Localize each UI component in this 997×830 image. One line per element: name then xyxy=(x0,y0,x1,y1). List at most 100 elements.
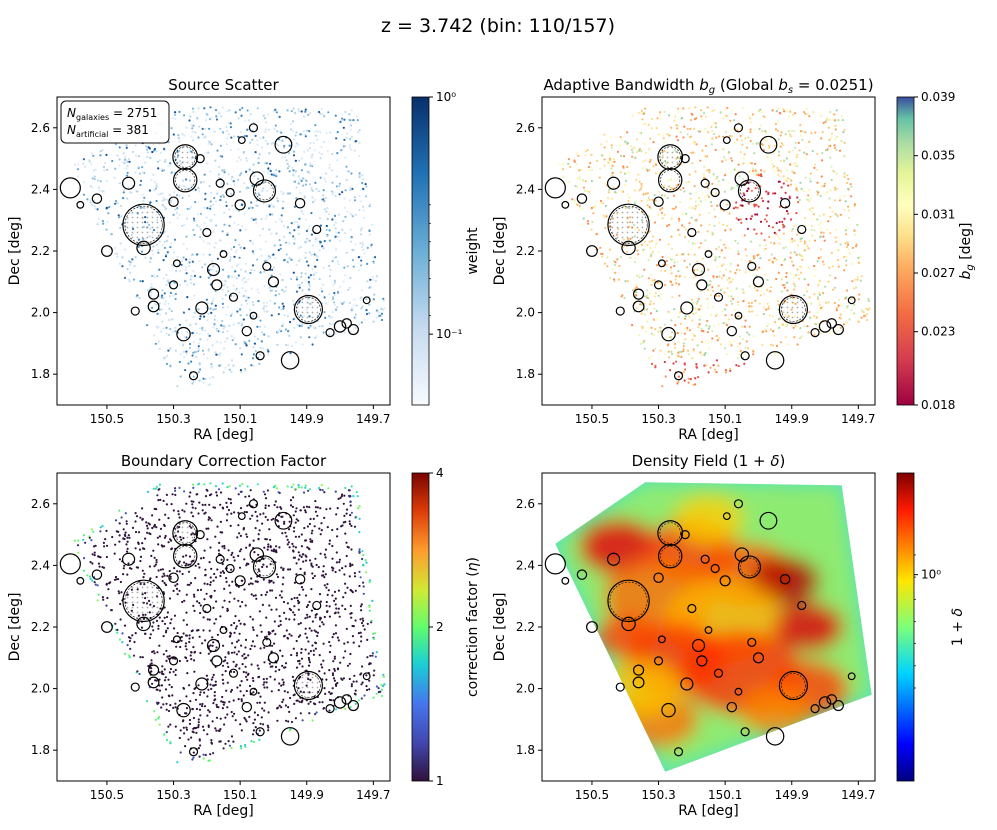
colorbar-label: correction factor (η) xyxy=(465,557,481,697)
mask-circle xyxy=(206,262,221,277)
colorbar-tick-label: 0.027 xyxy=(921,266,955,280)
mask-circle xyxy=(248,499,259,509)
mask-circle xyxy=(734,547,750,562)
mask-circle xyxy=(615,306,625,316)
mask-circle xyxy=(719,199,731,211)
colorbar-label: 1 + δ xyxy=(950,608,966,646)
mask-circle xyxy=(172,144,199,170)
mask-circle xyxy=(215,178,225,188)
mask-circle xyxy=(228,292,239,302)
mask-circle xyxy=(341,694,352,705)
mask-circle xyxy=(215,554,225,564)
x-axis-label: RA [deg] xyxy=(193,803,254,819)
mask-circle xyxy=(586,621,598,633)
mask-circle xyxy=(280,727,300,746)
mask-circle xyxy=(765,351,785,370)
mask-circle xyxy=(653,280,664,290)
mask-circle xyxy=(59,177,81,199)
plot-area xyxy=(59,106,386,388)
mask-circle xyxy=(687,227,697,238)
colorbar-tick-label: 4 xyxy=(436,466,444,480)
mask-circle xyxy=(267,276,280,288)
mask-circle xyxy=(778,670,809,701)
mask-circle xyxy=(255,727,265,737)
colorbar-label: weight xyxy=(465,227,481,275)
mask-circle xyxy=(632,300,645,313)
y-tick-label: 2.2 xyxy=(516,620,535,634)
mask-circle xyxy=(147,664,160,676)
mask-circle xyxy=(211,279,223,291)
mask-circle xyxy=(700,554,710,564)
x-tick-label: 150.1 xyxy=(223,788,257,802)
x-tick-label: 150.3 xyxy=(641,788,675,802)
mask-circle xyxy=(737,555,762,579)
scatter-points xyxy=(73,106,386,388)
mask-circle xyxy=(700,178,710,188)
mask-circle xyxy=(576,193,588,204)
mask-circles xyxy=(59,123,371,381)
mask-circle xyxy=(810,328,820,338)
mask-circle xyxy=(544,553,566,575)
mask-circle xyxy=(765,727,785,746)
mask-circle xyxy=(818,696,832,709)
mask-circle xyxy=(607,203,650,247)
mask-circle xyxy=(241,701,253,713)
colorbar: 10⁰ 1 + δ xyxy=(896,472,966,782)
mask-circle xyxy=(176,326,191,342)
y-tick-label: 1.8 xyxy=(31,743,50,757)
y-tick-label: 2.6 xyxy=(516,497,535,511)
mask-circle xyxy=(740,727,750,737)
colorbar-gradient xyxy=(896,472,915,782)
colorbar-gradient xyxy=(411,472,430,782)
colorbar-tick-label: 2 xyxy=(436,620,444,634)
y-axis-label: Dec [deg] xyxy=(7,217,23,286)
y-tick-label: 2.0 xyxy=(516,682,535,696)
mask-circle xyxy=(195,677,209,691)
mask-circle xyxy=(653,196,664,207)
panel-title: Adaptive Bandwidth bg (Global bs = 0.025… xyxy=(543,76,873,96)
mask-circle xyxy=(172,259,181,268)
mask-circle xyxy=(752,276,765,288)
mask-circle xyxy=(280,351,300,370)
x-tick-label: 149.7 xyxy=(356,412,390,426)
mask-circle xyxy=(734,171,750,186)
mask-circle xyxy=(561,576,570,585)
mask-circle xyxy=(195,301,209,315)
mask-circle xyxy=(237,512,246,521)
mask-circle xyxy=(312,600,322,611)
mask-circle xyxy=(225,563,235,574)
colorbar: 4 2 1 correction factor (η) xyxy=(411,466,481,788)
mask-circle xyxy=(122,203,165,247)
y-tick-label: 2.0 xyxy=(516,306,535,320)
x-tick-label: 150.1 xyxy=(223,412,257,426)
mask-circle xyxy=(713,292,724,302)
x-axis-label: RA [deg] xyxy=(193,427,254,443)
mask-circle xyxy=(759,511,778,530)
panel-title: Boundary Correction Factor xyxy=(121,452,327,470)
scatter-points xyxy=(558,106,871,388)
mask-circles xyxy=(544,123,856,381)
density-field xyxy=(555,482,872,772)
colorbar: 10⁰ 10⁻¹ weight xyxy=(411,90,481,406)
mask-circle xyxy=(621,240,636,256)
mask-circle xyxy=(255,351,265,361)
mask-circle xyxy=(333,696,347,709)
mask-circle xyxy=(202,227,212,238)
mask-circle xyxy=(673,747,684,757)
mask-circle xyxy=(719,575,731,587)
y-tick-label: 2.6 xyxy=(516,121,535,135)
mask-circle xyxy=(778,294,809,325)
y-tick-label: 1.8 xyxy=(516,367,535,381)
legend-n-artificial: Nartificial = 381 xyxy=(67,123,149,139)
mask-circle xyxy=(347,699,359,712)
colorbar-gradient xyxy=(411,96,430,406)
mask-circle xyxy=(680,530,690,540)
y-tick-label: 2.6 xyxy=(31,121,50,135)
mask-circle xyxy=(325,704,335,714)
mask-circle xyxy=(726,701,738,713)
mask-circle xyxy=(225,187,235,198)
mask-circle xyxy=(312,224,322,235)
x-tick-label: 150.5 xyxy=(575,788,609,802)
mask-circle xyxy=(632,288,645,300)
mask-circle xyxy=(661,702,676,718)
